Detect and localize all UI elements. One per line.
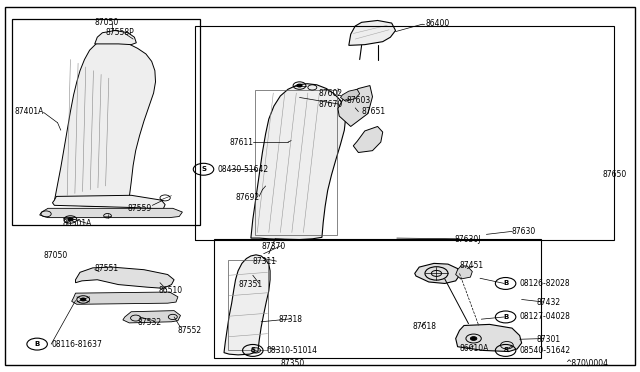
Polygon shape bbox=[456, 324, 522, 352]
Circle shape bbox=[297, 84, 302, 87]
Text: S: S bbox=[503, 347, 508, 353]
Text: 87602: 87602 bbox=[319, 89, 343, 98]
Text: 87618: 87618 bbox=[413, 322, 437, 331]
Text: 87650: 87650 bbox=[603, 170, 627, 179]
Text: 87311: 87311 bbox=[253, 257, 277, 266]
Text: 87350: 87350 bbox=[280, 359, 305, 368]
Polygon shape bbox=[349, 20, 396, 45]
Text: 87670: 87670 bbox=[319, 100, 343, 109]
Circle shape bbox=[68, 218, 73, 221]
Text: 87432: 87432 bbox=[536, 298, 561, 307]
Text: 08310-51014: 08310-51014 bbox=[267, 346, 318, 355]
Text: B: B bbox=[503, 280, 508, 286]
Bar bbox=[214, 239, 541, 358]
Text: 87401A: 87401A bbox=[14, 107, 44, 116]
Text: 87351: 87351 bbox=[238, 280, 262, 289]
Text: 87370: 87370 bbox=[261, 242, 285, 251]
Polygon shape bbox=[415, 263, 460, 283]
Polygon shape bbox=[95, 31, 136, 45]
Polygon shape bbox=[456, 266, 472, 279]
Text: S: S bbox=[250, 347, 255, 353]
Text: 08116-81637: 08116-81637 bbox=[51, 340, 102, 349]
Bar bbox=[195, 26, 614, 240]
Text: 87050: 87050 bbox=[44, 251, 68, 260]
Text: 87558P: 87558P bbox=[106, 28, 134, 37]
Text: B: B bbox=[35, 341, 40, 347]
Text: 87551: 87551 bbox=[95, 264, 119, 273]
Text: 87318: 87318 bbox=[278, 315, 302, 324]
Text: 87630: 87630 bbox=[512, 227, 536, 236]
Text: ^870\0004: ^870\0004 bbox=[565, 358, 608, 367]
Text: B: B bbox=[503, 314, 508, 320]
Text: 86510: 86510 bbox=[159, 286, 183, 295]
Polygon shape bbox=[72, 292, 178, 304]
Circle shape bbox=[470, 337, 477, 340]
Polygon shape bbox=[52, 195, 165, 209]
Text: 87603: 87603 bbox=[347, 96, 371, 105]
Text: 87532: 87532 bbox=[138, 318, 162, 327]
Polygon shape bbox=[353, 126, 383, 153]
Text: 86501A: 86501A bbox=[63, 219, 92, 228]
Text: 87651: 87651 bbox=[362, 107, 386, 116]
Polygon shape bbox=[123, 311, 180, 323]
Text: 08430-51642: 08430-51642 bbox=[218, 165, 269, 174]
Polygon shape bbox=[40, 208, 182, 218]
Polygon shape bbox=[340, 89, 360, 101]
Text: 86400: 86400 bbox=[426, 19, 450, 28]
Polygon shape bbox=[54, 39, 156, 206]
Text: 86010A: 86010A bbox=[460, 344, 489, 353]
Text: 87050: 87050 bbox=[95, 18, 119, 27]
Text: 08126-82028: 08126-82028 bbox=[520, 279, 570, 288]
Bar bbox=[12, 19, 200, 225]
Bar bbox=[228, 260, 268, 350]
Text: 08540-51642: 08540-51642 bbox=[520, 346, 571, 355]
Text: 87301: 87301 bbox=[536, 335, 561, 344]
Text: 87630J: 87630J bbox=[454, 235, 481, 244]
Text: 87611: 87611 bbox=[229, 138, 253, 147]
Polygon shape bbox=[338, 86, 372, 126]
Text: 87451: 87451 bbox=[460, 262, 484, 270]
Text: 08127-04028: 08127-04028 bbox=[520, 312, 570, 321]
Circle shape bbox=[81, 298, 86, 301]
Polygon shape bbox=[251, 84, 346, 240]
Polygon shape bbox=[76, 267, 174, 288]
Text: 87559: 87559 bbox=[128, 204, 152, 213]
Text: 87692: 87692 bbox=[236, 193, 260, 202]
Bar bbox=[255, 90, 337, 235]
Text: S: S bbox=[201, 166, 206, 172]
Polygon shape bbox=[224, 255, 270, 355]
Text: 87552: 87552 bbox=[178, 326, 202, 335]
